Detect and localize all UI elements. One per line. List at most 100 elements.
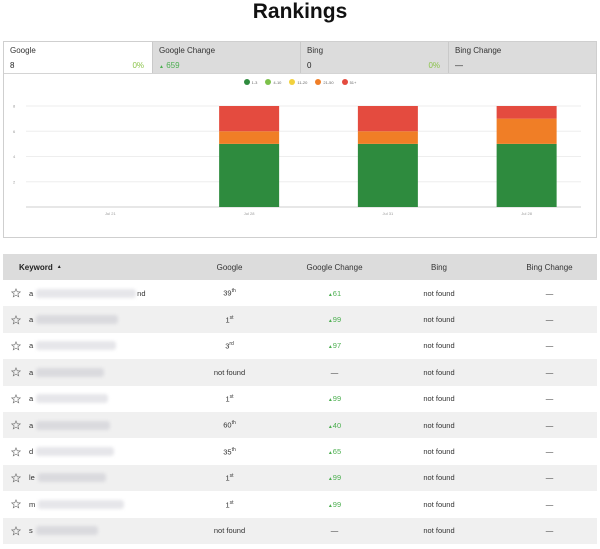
google-rank-value: 35 bbox=[223, 447, 232, 457]
metric-tab-google-change[interactable]: Google Change ▲ 659 bbox=[153, 42, 301, 73]
up-arrow-icon: ▲ bbox=[327, 423, 333, 430]
keyword-text[interactable]: a bbox=[29, 341, 34, 351]
star-icon[interactable] bbox=[11, 499, 21, 509]
bing-change-cell: — bbox=[545, 367, 554, 377]
redacted-keyword-blur bbox=[36, 341, 117, 351]
legend-item[interactable]: 11-20 bbox=[289, 79, 307, 85]
table-row: m 1st ▲99 not found — bbox=[3, 491, 597, 518]
star-icon[interactable] bbox=[11, 288, 21, 298]
bar-segment-21-50[interactable] bbox=[496, 118, 557, 144]
legend-swatch bbox=[265, 79, 272, 85]
star-icon[interactable] bbox=[11, 525, 21, 536]
bar-segment-51+[interactable] bbox=[496, 106, 557, 119]
star-icon[interactable] bbox=[11, 340, 21, 351]
up-arrow-icon: ▲ bbox=[327, 291, 333, 298]
google-change-cell: ▲99 bbox=[293, 500, 376, 509]
star-icon[interactable] bbox=[11, 393, 21, 404]
bing-change-column-header[interactable]: Bing Change bbox=[526, 262, 573, 272]
google-change-column-header[interactable]: Google Change bbox=[306, 262, 363, 272]
google-change-value: — bbox=[330, 526, 339, 536]
google-rank-value: 1 bbox=[225, 473, 230, 483]
google-rank-cell: not found bbox=[166, 368, 293, 377]
bing-rank-cell: not found bbox=[423, 473, 455, 483]
bing-rank-cell: not found bbox=[423, 367, 455, 377]
google-rank-value: 39 bbox=[223, 288, 232, 298]
up-arrow-icon: ▲ bbox=[327, 476, 333, 483]
keyword-column-header[interactable]: Keyword ▲ bbox=[3, 263, 166, 272]
keyword-text[interactable]: a bbox=[29, 394, 34, 404]
tab-value: — bbox=[455, 61, 463, 70]
redacted-keyword-blur bbox=[36, 420, 111, 430]
star-icon[interactable] bbox=[11, 367, 21, 377]
google-rank-cell: 39th bbox=[166, 288, 293, 298]
tab-value-number: 8 bbox=[10, 61, 15, 70]
star-icon[interactable] bbox=[11, 420, 21, 430]
google-change-cell: — bbox=[293, 526, 376, 535]
legend-item[interactable]: 21-50 bbox=[315, 79, 334, 85]
keyword-cell: a bbox=[3, 367, 166, 377]
rank-ordinal-suffix: th bbox=[231, 446, 236, 453]
legend-label: 11-20 bbox=[297, 79, 308, 85]
bing-rank-cell: not found bbox=[423, 526, 455, 536]
bar-segment-1-3[interactable] bbox=[357, 143, 418, 207]
keyword-cell: m bbox=[3, 499, 166, 509]
legend-swatch bbox=[243, 79, 250, 85]
bar-segment-51+[interactable] bbox=[219, 106, 280, 132]
keyword-text[interactable]: d bbox=[29, 447, 34, 457]
star-icon[interactable] bbox=[11, 472, 21, 483]
tab-value-number: 0 bbox=[307, 61, 312, 70]
bar-segment-21-50[interactable] bbox=[357, 131, 418, 144]
google-change-value: 99 bbox=[332, 473, 342, 483]
tab-label: Bing bbox=[307, 46, 324, 55]
bing-column-header[interactable]: Bing bbox=[430, 262, 447, 272]
legend-item[interactable]: 1-3 bbox=[243, 79, 257, 85]
redacted-keyword-blur bbox=[36, 315, 119, 325]
google-rank-cell: 1st bbox=[166, 394, 293, 404]
legend-item[interactable]: 51+ bbox=[341, 79, 356, 85]
bing-rank-cell: not found bbox=[423, 288, 455, 298]
keyword-text[interactable]: m bbox=[29, 499, 36, 509]
bar-segment-21-50[interactable] bbox=[219, 131, 280, 144]
metric-tab-bing[interactable]: Bing 0 0% bbox=[301, 42, 449, 73]
bar-segment-1-3[interactable] bbox=[496, 143, 557, 207]
bing-change-cell: — bbox=[545, 499, 554, 509]
table-row: d 35th ▲65 not found — bbox=[3, 438, 597, 465]
star-icon[interactable] bbox=[11, 314, 21, 325]
redacted-keyword-blur bbox=[36, 394, 109, 404]
table-row: s not found — not found — bbox=[3, 517, 597, 544]
keyword-text[interactable]: a bbox=[29, 288, 34, 298]
keyword-text[interactable]: a bbox=[29, 420, 34, 430]
google-column-header[interactable]: Google bbox=[216, 262, 243, 272]
tab-label: Google bbox=[10, 46, 36, 55]
bar-segment-51+[interactable] bbox=[357, 106, 418, 132]
bar-segment-1-3[interactable] bbox=[219, 143, 280, 207]
keyword-text[interactable]: a bbox=[29, 315, 34, 325]
metric-tab-google[interactable]: Google 8 0% bbox=[4, 42, 153, 73]
keyword-text[interactable]: s bbox=[29, 526, 33, 536]
google-rank-cell: 1st bbox=[166, 473, 293, 483]
x-tick-label: Jul 31 bbox=[383, 211, 394, 216]
google-change-value: 65 bbox=[332, 447, 342, 457]
rank-ordinal-suffix: st bbox=[229, 473, 234, 480]
bing-change-cell: — bbox=[545, 420, 554, 430]
y-tick-label: 4 bbox=[13, 154, 16, 159]
google-rank-cell: 1st bbox=[166, 500, 293, 510]
rank-ordinal-suffix: rd bbox=[229, 341, 234, 348]
keyword-text[interactable]: a bbox=[29, 367, 34, 377]
sort-ascending-icon: ▲ bbox=[56, 264, 62, 270]
keywords-table: Keyword ▲ Google Google Change Bing Bing… bbox=[3, 254, 597, 544]
page-title: Rankings bbox=[252, 0, 348, 23]
star-icon[interactable] bbox=[11, 446, 21, 457]
metric-tabs: Google 8 0% Google Change ▲ 659 Bing 0 0% Bing C… bbox=[4, 42, 596, 73]
bing-change-cell: — bbox=[545, 341, 554, 351]
redacted-keyword-blur bbox=[36, 447, 115, 457]
bing-change-cell: — bbox=[545, 288, 554, 298]
legend-label: 21-50 bbox=[323, 79, 334, 85]
metric-tab-bing-change[interactable]: Bing Change — bbox=[449, 42, 596, 73]
google-rank-value: not found bbox=[213, 367, 246, 377]
keyword-text[interactable]: le bbox=[29, 473, 35, 483]
up-arrow-icon: ▲ bbox=[327, 450, 333, 457]
legend-item[interactable]: 4-10 bbox=[265, 79, 281, 85]
table-row: a 1st ▲99 not found — bbox=[3, 306, 597, 333]
google-rank-cell: 1st bbox=[166, 315, 293, 325]
